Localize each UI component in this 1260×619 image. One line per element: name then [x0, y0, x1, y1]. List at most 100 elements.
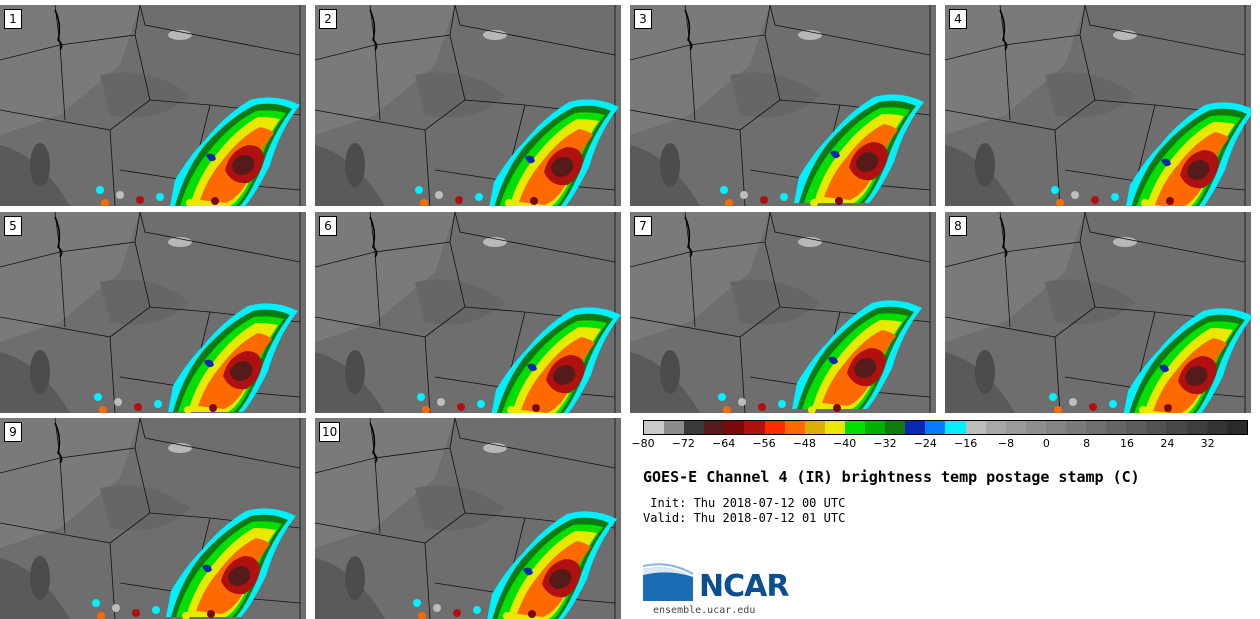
ir-satellite-map — [315, 418, 621, 619]
colorbar-bin — [824, 421, 845, 434]
colorbar-tick-label: 0 — [1042, 437, 1050, 450]
colorbar-tick-label: 32 — [1200, 437, 1215, 450]
map-panel: 5 — [0, 212, 306, 413]
panel-number-label: 1 — [4, 9, 22, 29]
colorbar-bin — [865, 421, 886, 434]
southern-convection — [718, 393, 841, 413]
colorbar-tick-label: −80 — [631, 437, 655, 450]
panel-number-label: 3 — [634, 9, 652, 29]
southern-convection — [417, 393, 540, 413]
colorbar-bin — [1106, 421, 1127, 434]
colorbar-tick-label: 8 — [1083, 437, 1091, 450]
ir-satellite-map — [630, 5, 936, 206]
colorbar-bin — [1025, 421, 1046, 434]
ir-satellite-map — [315, 5, 621, 206]
ir-satellite-map — [945, 5, 1251, 206]
colorbar-bin — [784, 421, 805, 434]
colorbar-bin — [644, 421, 665, 434]
ir-satellite-map — [945, 212, 1251, 413]
colorbar — [643, 420, 1248, 435]
colorbar-tick-label: −24 — [913, 437, 937, 450]
colorbar-bin — [1005, 421, 1026, 434]
ir-satellite-map — [0, 418, 306, 619]
southern-convection — [94, 393, 217, 413]
colorbar-bin — [985, 421, 1006, 434]
colorbar-bin — [664, 421, 685, 434]
southern-convection — [1051, 186, 1174, 206]
colorbar-bin — [1206, 421, 1227, 434]
ir-satellite-map — [0, 5, 306, 206]
colorbar-ticks: −80 −72 −64 −56 −48 −40 −32 −24 −16 −8 0 8 16 24 32 — [631, 435, 1248, 451]
southern-convection — [413, 599, 536, 619]
ir-satellite-map — [315, 212, 621, 413]
colorbar-tick-label: −16 — [954, 437, 978, 450]
colorbar-tick-label: −72 — [671, 437, 695, 450]
panel-number-label: 4 — [949, 9, 967, 29]
storm-cloud-complex — [794, 94, 924, 203]
ncar-logo: NCAR ensemble.ucar.edu — [642, 563, 793, 619]
colorbar-bin — [1086, 421, 1107, 434]
storm-cloud-complex — [170, 97, 300, 206]
panel-number-label: 2 — [319, 9, 337, 29]
logo-text: NCAR — [699, 569, 789, 604]
colorbar-tick-label: 16 — [1120, 437, 1134, 450]
colorbar-bin — [1146, 421, 1167, 434]
map-panel: 6 — [315, 212, 621, 413]
colorbar-tick-label: −8 — [997, 437, 1015, 450]
ir-satellite-map — [630, 212, 936, 413]
colorbar-bin — [1126, 421, 1147, 434]
colorbar-bin — [1065, 421, 1087, 434]
southern-convection — [92, 599, 215, 619]
colorbar-tick-label: −48 — [792, 437, 816, 450]
colorbar-bin — [1186, 421, 1207, 434]
southern-convection — [96, 186, 219, 206]
colorbar-bin — [905, 421, 926, 434]
colorbar-tick-label: −32 — [873, 437, 897, 450]
colorbar-tick-label: 24 — [1160, 437, 1175, 450]
map-panel: 7 — [630, 212, 936, 413]
storm-cloud-complex — [168, 303, 298, 412]
storm-cloud-complex — [487, 511, 617, 619]
southern-convection — [720, 186, 843, 206]
map-panel: 3 — [630, 5, 936, 206]
colorbar-bin — [925, 421, 946, 434]
map-panel: 9 — [0, 418, 306, 619]
storm-cloud-complex — [166, 508, 296, 617]
map-panel: 8 — [945, 212, 1251, 413]
colorbar-bin — [704, 421, 725, 434]
logo-url: ensemble.ucar.edu — [653, 605, 756, 616]
colorbar-bin — [844, 421, 866, 434]
colorbar-bin — [1226, 421, 1247, 434]
storm-cloud-complex — [792, 300, 922, 409]
storm-cloud-complex — [1125, 102, 1251, 206]
storm-cloud-complex — [489, 99, 619, 206]
colorbar-bin — [804, 421, 825, 434]
colorbar-bin — [764, 421, 785, 434]
colorbar-bin — [965, 421, 986, 434]
valid-time: Valid: Thu 2018-07-12 01 UTC — [643, 511, 846, 525]
colorbar-bin — [1166, 421, 1187, 434]
colorbar-bin — [684, 421, 705, 434]
panel-number-label: 6 — [319, 216, 337, 236]
colorbar-tick-label: −40 — [833, 437, 857, 450]
panel-number-label: 9 — [4, 422, 22, 442]
southern-convection — [1049, 393, 1172, 413]
init-time: Init: Thu 2018-07-12 00 UTC — [643, 496, 846, 510]
storm-cloud-complex — [491, 307, 621, 413]
panel-number-label: 8 — [949, 216, 967, 236]
colorbar-bin — [945, 421, 966, 434]
map-panel: 10 — [315, 418, 621, 619]
map-panel: 4 — [945, 5, 1251, 206]
panel-number-label: 5 — [4, 216, 22, 236]
colorbar-bin — [744, 421, 765, 434]
storm-cloud-complex — [1123, 308, 1251, 413]
ir-satellite-map — [0, 212, 306, 413]
colorbar-bin — [1045, 421, 1066, 434]
panel-number-label: 7 — [634, 216, 652, 236]
panel-number-label: 10 — [319, 422, 341, 442]
southern-convection — [415, 186, 538, 206]
colorbar-legend: −80 −72 −64 −56 −48 −40 −32 −24 −16 −8 0 8 16 24 32 — [631, 420, 1248, 451]
ncar-swoosh-icon — [642, 563, 694, 601]
colorbar-bin — [724, 421, 745, 434]
colorbar-bin — [885, 421, 906, 434]
